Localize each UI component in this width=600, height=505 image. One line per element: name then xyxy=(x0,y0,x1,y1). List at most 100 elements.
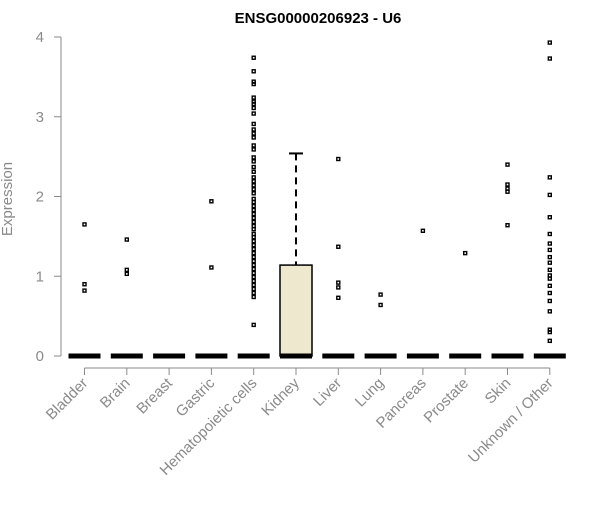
outlier-point xyxy=(547,309,552,314)
outlier-point xyxy=(251,322,256,328)
outlier-point xyxy=(547,254,552,260)
box-gastric xyxy=(195,199,228,359)
outlier-point xyxy=(420,228,426,233)
outlier-point xyxy=(336,156,341,162)
x-tick-label: Liver xyxy=(310,375,345,410)
box-unknown-other xyxy=(533,40,566,359)
outlier-point xyxy=(124,237,130,242)
box-liver xyxy=(322,156,355,359)
box-bladder xyxy=(68,222,101,359)
outlier-point xyxy=(251,294,256,300)
outlier-point xyxy=(463,250,468,256)
y-tick-label: 1 xyxy=(36,268,44,285)
y-tick-label: 3 xyxy=(36,109,44,126)
outlier-point xyxy=(505,162,510,167)
outlier-point xyxy=(505,223,510,228)
outlier-point xyxy=(251,207,256,213)
outlier-point xyxy=(82,288,87,293)
outlier-point xyxy=(547,241,552,246)
box-lung xyxy=(364,292,397,359)
outlier-point xyxy=(251,286,256,292)
y-tick-label: 4 xyxy=(36,29,44,46)
x-tick-label: Breast xyxy=(133,374,176,417)
outlier-point xyxy=(378,292,383,297)
outlier-point xyxy=(547,247,552,253)
outlier-point xyxy=(547,329,552,335)
box-kidney xyxy=(279,152,313,359)
outlier-point xyxy=(82,222,87,227)
outlier-point xyxy=(251,155,256,160)
outlier-point xyxy=(82,282,87,287)
outlier-point xyxy=(547,231,552,237)
x-tick-label: Lung xyxy=(352,375,388,411)
outlier-point xyxy=(251,290,256,296)
outlier-point xyxy=(251,250,256,256)
outlier-point xyxy=(251,143,256,148)
outlier-point xyxy=(251,262,256,268)
outlier-point xyxy=(251,101,256,107)
outlier-point xyxy=(251,69,256,74)
x-tick-label: Prostate xyxy=(420,375,472,427)
outlier-point xyxy=(251,135,256,140)
box-iqr xyxy=(279,264,313,357)
outlier-point xyxy=(251,175,256,180)
outlier-point xyxy=(251,105,256,111)
box-hematopoietic-cells xyxy=(237,55,270,359)
outlier-point xyxy=(251,226,256,232)
outlier-point xyxy=(251,127,256,132)
outlier-point xyxy=(547,290,552,296)
outlier-point xyxy=(251,246,256,252)
outlier-point xyxy=(336,244,341,249)
outlier-point xyxy=(251,203,256,209)
outlier-point xyxy=(251,81,256,87)
outlier-point xyxy=(251,159,256,164)
outlier-point xyxy=(251,242,256,248)
outlier-point xyxy=(251,147,256,152)
outlier-point xyxy=(547,260,552,265)
outlier-point xyxy=(547,338,552,344)
outlier-point xyxy=(251,266,256,272)
x-tick-label: Kidney xyxy=(258,374,303,419)
chart-title: ENSG00000206923 - U6 xyxy=(235,10,402,27)
y-axis: 0 1 2 3 4 xyxy=(36,29,62,365)
boxes-group xyxy=(68,40,566,359)
outlier-point xyxy=(251,234,256,240)
outlier-point xyxy=(124,271,130,277)
outlier-point xyxy=(547,298,552,304)
outlier-point xyxy=(547,283,552,289)
outlier-point xyxy=(547,175,552,180)
outlier-point xyxy=(251,55,256,60)
outlier-point xyxy=(251,95,256,100)
outlier-point xyxy=(251,131,256,136)
outlier-point xyxy=(251,183,256,188)
outlier-point xyxy=(251,187,256,192)
y-tick-label: 0 xyxy=(36,348,44,365)
x-tick-label: Brain xyxy=(97,375,134,412)
outlier-point xyxy=(547,192,552,198)
outlier-point xyxy=(251,211,256,217)
outlier-point xyxy=(505,189,510,194)
y-axis-label: Expression xyxy=(0,162,16,236)
outlier-point xyxy=(251,164,256,170)
x-tick-label: Bladder xyxy=(43,375,92,424)
outlier-point xyxy=(505,182,510,187)
outlier-point xyxy=(336,295,341,300)
outlier-point xyxy=(251,270,256,276)
outlier-point xyxy=(251,121,256,127)
outlier-point xyxy=(547,56,552,61)
outlier-point xyxy=(251,215,256,221)
outlier-point xyxy=(124,267,130,273)
box-pancreas xyxy=(406,228,439,359)
outlier-point xyxy=(251,274,256,280)
outlier-point xyxy=(251,278,256,284)
outlier-point xyxy=(251,179,256,184)
outlier-point xyxy=(336,280,341,285)
outlier-point xyxy=(251,258,256,264)
x-tick-label: Skin xyxy=(482,375,515,408)
outlier-point xyxy=(251,199,256,205)
outlier-point xyxy=(251,254,256,260)
box-prostate xyxy=(449,250,482,359)
